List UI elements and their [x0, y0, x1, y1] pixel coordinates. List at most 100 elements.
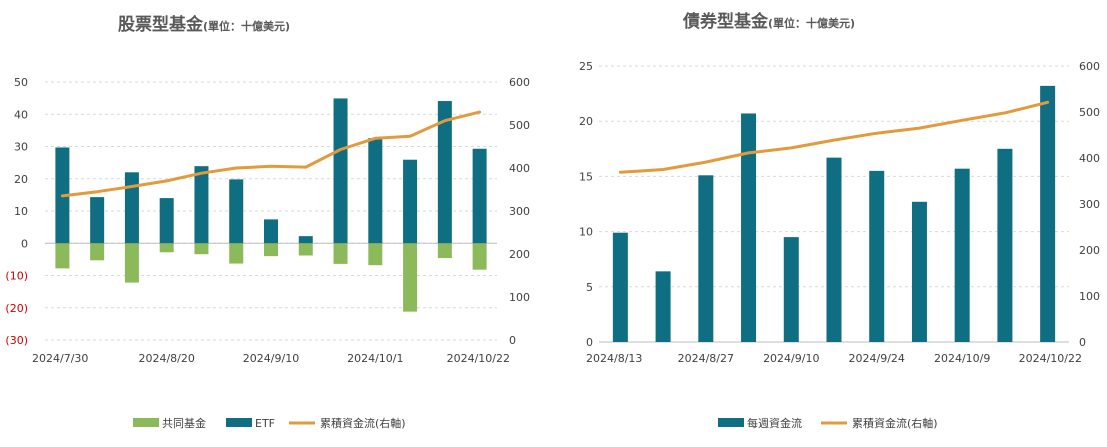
left-axis-tick-label: 0	[586, 336, 593, 349]
right-axis-tick-label: 600	[509, 76, 530, 89]
left-axis-tick-label: 50	[14, 76, 28, 89]
weekly-flow-bar	[911, 201, 927, 342]
mutual-fund-bar	[194, 243, 209, 255]
etf-bar	[124, 172, 139, 244]
cumulative-flow-point	[130, 185, 134, 188]
weekly-flow-bar	[997, 148, 1013, 342]
cumulative-flow-point	[960, 119, 964, 122]
x-axis-tick-label: 2024/10/22	[447, 352, 510, 365]
x-axis-tick-label: 2024/10/1	[347, 352, 403, 365]
cumulative-flow-point	[619, 171, 622, 174]
cumulative-flow-point	[1003, 111, 1007, 115]
etf-bar	[437, 101, 452, 244]
legend-swatch	[226, 418, 252, 427]
legend-label: 累積資金流(右軸)	[320, 416, 406, 430]
chart-title-unit: (單位：十億美元)	[768, 16, 855, 30]
legend-label: ETF	[255, 417, 275, 430]
cumulative-flow-point	[790, 146, 793, 150]
left-axis-tick-label: (30)	[5, 334, 28, 347]
x-axis-tick-label: 2024/8/20	[138, 352, 194, 365]
cumulative-flow-point	[832, 138, 836, 142]
mutual-fund-bar	[403, 243, 418, 312]
x-axis-tick-label: 2024/9/10	[763, 352, 819, 365]
right-axis-tick-label: 400	[1079, 152, 1100, 165]
etf-bar	[472, 148, 487, 244]
legend-swatch	[133, 418, 159, 427]
weekly-flow-bar	[655, 271, 671, 342]
mutual-fund-bar	[90, 243, 105, 261]
cumulative-flow-point	[443, 119, 447, 122]
left-axis-tick-label: 40	[14, 108, 28, 121]
etf-bar	[159, 198, 174, 244]
cumulative-flow-point	[704, 160, 708, 164]
legend-swatch	[718, 418, 744, 427]
cumulative-flow-point	[918, 126, 921, 130]
x-axis-tick-label: 2024/8/27	[678, 352, 734, 365]
x-axis-tick-label: 2024/7/30	[32, 352, 88, 365]
x-axis-tick-label: 2024/9/24	[849, 352, 905, 365]
x-axis-tick-label: 2024/10/9	[934, 352, 990, 365]
legend-label: 每週資金流	[747, 416, 802, 430]
cumulative-flow-point	[747, 151, 750, 155]
right-axis-tick-label: 0	[509, 334, 516, 347]
left-axis-tick-label: 10	[14, 205, 28, 218]
cumulative-flow-point	[61, 194, 64, 198]
left-axis-tick-label: 25	[579, 60, 593, 73]
mutual-fund-bar	[298, 243, 313, 256]
weekly-flow-bar	[869, 170, 885, 342]
left-axis-tick-label: (10)	[5, 270, 28, 283]
mutual-fund-bar	[264, 243, 278, 257]
mutual-fund-bar	[437, 243, 452, 259]
legend-label: 累積資金流(右軸)	[852, 416, 938, 430]
cumulative-flow-point	[165, 179, 168, 183]
cumulative-flow-point	[408, 134, 412, 138]
left-axis-tick-label: 20	[14, 173, 28, 186]
etf-bar	[403, 159, 418, 244]
weekly-flow-bar	[698, 175, 714, 342]
chart-title-unit: (單位：十億美元)	[203, 19, 290, 33]
right-axis-tick-label: 500	[509, 119, 530, 132]
right-axis-tick-label: 100	[1079, 290, 1100, 303]
left-axis-tick-label: 5	[586, 281, 593, 294]
bond-fund-chart-panel: 債券型基金(單位：十億美元) 0 5 10 15 20 25 0 100 200 300 400 500…	[553, 0, 1107, 443]
chart-title: 股票型基金(單位：十億美元)	[118, 14, 290, 35]
mutual-fund-bar	[159, 243, 174, 253]
cumulative-flow-point	[875, 131, 878, 135]
left-axis-tick-label: 10	[579, 226, 593, 239]
etf-bar	[229, 179, 244, 244]
x-axis-tick-label: 2024/9/10	[243, 352, 299, 365]
mutual-fund-bar	[55, 243, 70, 269]
right-axis-tick-label: 200	[1079, 244, 1100, 257]
left-axis-tick-label: 20	[579, 115, 593, 128]
left-axis-tick-label: 0	[21, 237, 28, 250]
etf-bar	[264, 219, 278, 244]
equity-fund-chart-panel: 股票型基金(單位：十億美元) (30) (20) (10) 0 10 20 30 40 50 0 10…	[0, 0, 553, 443]
weekly-flow-bar	[741, 113, 757, 342]
right-axis-tick-label: 300	[509, 205, 530, 218]
cumulative-flow-point	[478, 110, 481, 114]
bond-fund-chart: 債券型基金(單位：十億美元) 0 5 10 15 20 25 0 100 200 300 400 500…	[579, 11, 1100, 430]
mutual-fund-bar	[333, 243, 348, 264]
mutual-fund-bar	[124, 243, 139, 283]
etf-bar	[90, 197, 105, 244]
x-axis-tick-label: 2024/10/22	[1019, 352, 1082, 365]
right-axis-tick-label: 400	[509, 162, 530, 175]
chart-title-main: 債券型基金	[682, 11, 769, 32]
x-axis-tick-label: 2024/8/13	[586, 352, 642, 365]
right-axis-tick-label: 500	[1079, 106, 1100, 119]
right-axis-tick-label: 300	[1079, 198, 1100, 211]
cumulative-flow-point	[269, 165, 273, 168]
left-axis-tick-label: 30	[14, 141, 28, 154]
chart-title-main: 股票型基金	[118, 14, 204, 35]
chart-title: 債券型基金(單位：十億美元)	[682, 11, 855, 32]
cumulative-flow-point	[200, 171, 203, 175]
etf-bar	[194, 166, 209, 244]
mutual-fund-bar	[368, 243, 383, 266]
right-axis-tick-label: 200	[509, 248, 530, 261]
weekly-flow-bar	[612, 232, 628, 342]
mutual-fund-bar	[229, 243, 244, 264]
right-axis-tick-label: 0	[1079, 336, 1086, 349]
cumulative-flow-point	[374, 137, 377, 140]
right-axis-tick-label: 600	[1079, 60, 1100, 73]
right-axis-tick-label: 100	[509, 291, 530, 304]
